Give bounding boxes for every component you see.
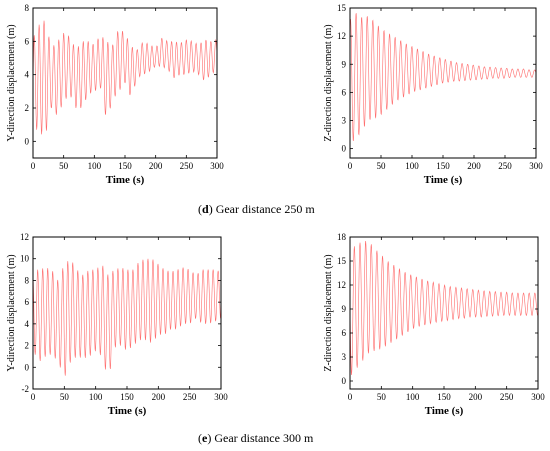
y-axis-label: Y-direction displacement (m) xyxy=(6,254,17,371)
x-tick-label: 100 xyxy=(406,392,420,402)
y-tick-label: 10 xyxy=(20,254,30,264)
y-tick-label: 12 xyxy=(20,232,29,242)
y-tick-label: 4 xyxy=(25,319,30,329)
x-tick-label: 100 xyxy=(88,161,102,171)
x-tick-label: 200 xyxy=(469,392,483,402)
x-tick-label: 150 xyxy=(120,392,134,402)
x-tick-label: 100 xyxy=(89,392,103,402)
x-tick-label: 300 xyxy=(531,392,545,402)
y-tick-label: -2 xyxy=(22,384,30,394)
x-tick-label: 0 xyxy=(31,161,36,171)
y-tick-label: 2 xyxy=(25,341,30,351)
y-tick-label: 2 xyxy=(25,103,30,113)
y-axis-label: Z-direction displacement (m) xyxy=(323,24,334,141)
y-tick-label: 18 xyxy=(337,232,347,242)
x-tick-label: 250 xyxy=(498,161,512,171)
y-tick-label: 15 xyxy=(337,256,347,266)
y-axis-label: Z-direction displacement (m) xyxy=(323,254,334,371)
x-tick-label: 50 xyxy=(377,392,387,402)
x-axis-label: Time (s) xyxy=(425,405,464,417)
x-tick-label: 50 xyxy=(59,161,69,171)
x-tick-label: 50 xyxy=(60,392,70,402)
x-tick-label: 0 xyxy=(31,392,36,402)
x-axis-label: Time (s) xyxy=(424,174,463,186)
data-line xyxy=(349,13,537,141)
x-tick-label: 250 xyxy=(500,392,514,402)
chart-2: 0 50 100 150 200 250 300 0 3 6 9 12 15 Time (s) Z-dire… xyxy=(323,3,543,186)
x-tick-label: 0 xyxy=(348,161,353,171)
x-tick-label: 200 xyxy=(149,161,163,171)
chart-4: 0 50 100 150 200 250 300 0 3 6 9 12 15 18 Time (s) Z-di… xyxy=(323,232,545,417)
x-tick-label: 100 xyxy=(405,161,419,171)
x-tick-label: 300 xyxy=(210,161,224,171)
caption-e: (e) Gear distance 300 m xyxy=(198,431,314,445)
y-tick-label: 12 xyxy=(337,31,346,41)
y-tick-label: 6 xyxy=(342,87,347,97)
x-tick-label: 150 xyxy=(118,161,132,171)
data-line xyxy=(32,20,218,135)
x-axis-label: Time (s) xyxy=(106,174,145,186)
x-tick-label: 50 xyxy=(377,161,387,171)
y-tick-label: 12 xyxy=(337,280,346,290)
y-tick-label: 9 xyxy=(342,304,347,314)
x-tick-label: 250 xyxy=(180,161,194,171)
y-tick-label: 6 xyxy=(25,297,30,307)
data-line xyxy=(32,258,222,376)
y-tick-label: 3 xyxy=(342,116,347,126)
y-tick-label: 3 xyxy=(342,352,347,362)
x-tick-label: 0 xyxy=(348,392,353,402)
x-tick-label: 200 xyxy=(467,161,481,171)
caption-d: (d) Gear distance 250 m xyxy=(198,202,315,216)
x-tick-label: 200 xyxy=(152,392,166,402)
y-tick-label: 9 xyxy=(342,59,347,69)
x-tick-label: 300 xyxy=(214,392,228,402)
data-line xyxy=(349,240,539,376)
plot-frame xyxy=(32,236,222,390)
y-tick-label: 4 xyxy=(25,70,30,80)
x-tick-label: 250 xyxy=(183,392,197,402)
chart-1: 0 50 100 150 200 250 300 0 2 4 6 8 Time (s) Y-directi… xyxy=(6,3,224,186)
x-tick-label: 150 xyxy=(437,392,451,402)
y-tick-label: 6 xyxy=(342,328,347,338)
y-tick-label: 15 xyxy=(337,3,347,13)
y-axis-label: Y-direction displacement (m) xyxy=(6,24,17,141)
y-tick-label: 6 xyxy=(25,36,30,46)
x-axis-label: Time (s) xyxy=(108,405,147,417)
y-tick-label: 0 xyxy=(25,362,30,372)
y-tick-label: 0 xyxy=(342,376,347,386)
x-tick-label: 300 xyxy=(529,161,543,171)
y-tick-label: 8 xyxy=(25,3,30,13)
x-tick-label: 150 xyxy=(436,161,450,171)
y-tick-label: 8 xyxy=(25,275,30,285)
y-tick-label: 0 xyxy=(25,136,30,146)
y-tick-label: 0 xyxy=(342,144,347,154)
